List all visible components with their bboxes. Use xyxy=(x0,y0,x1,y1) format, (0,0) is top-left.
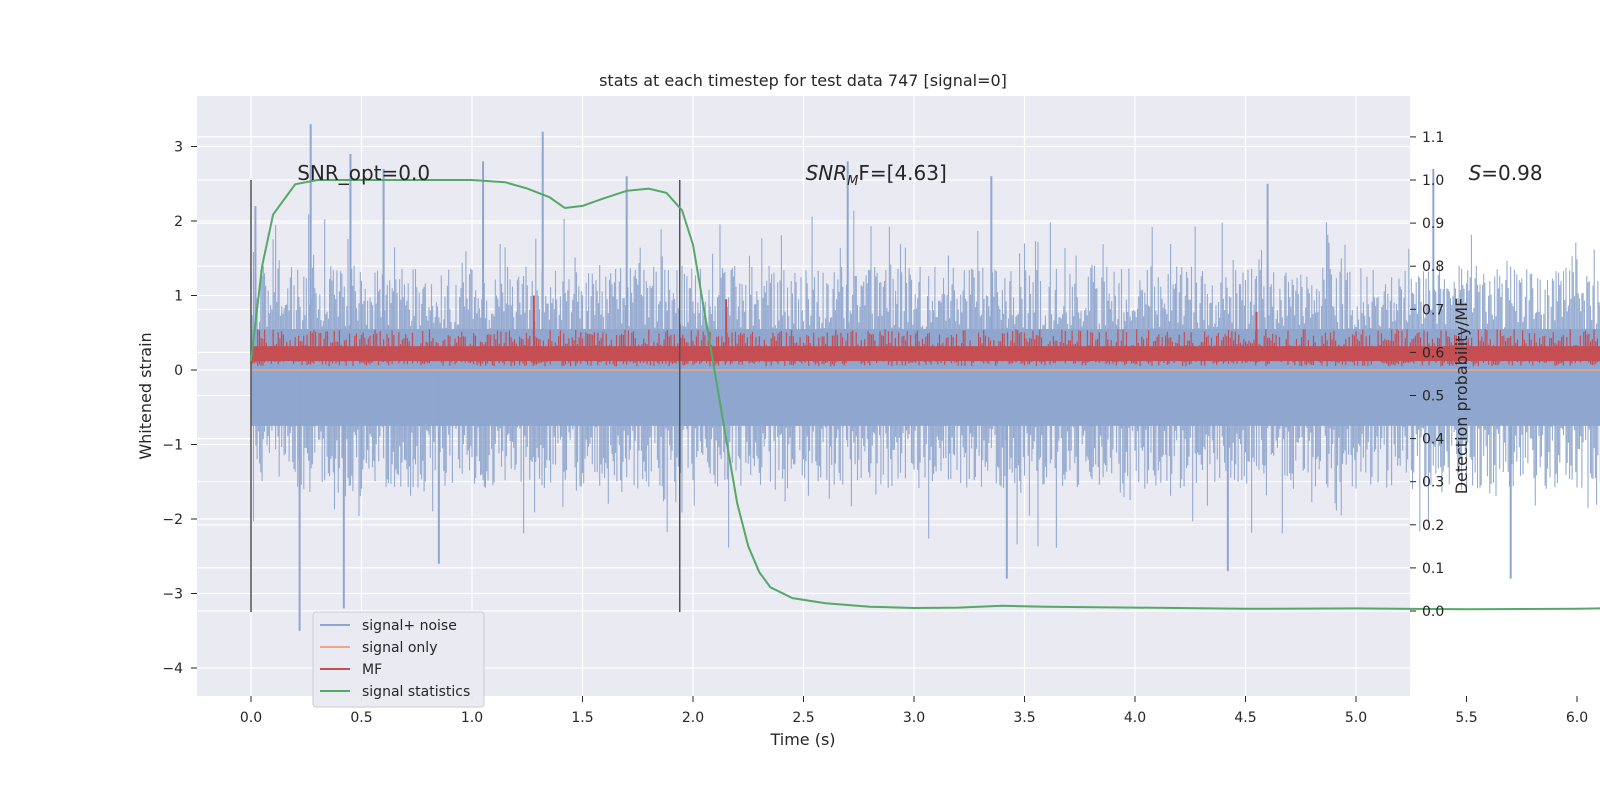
y-right-tick-label: 0.2 xyxy=(1422,518,1444,534)
annotation-s-stat-value: =0.98 xyxy=(1481,161,1542,185)
y-left-tick-label: 1 xyxy=(174,289,183,305)
signal-statistics-line xyxy=(250,179,1600,611)
x-tick-label: 4.5 xyxy=(1234,710,1256,726)
x-tick-label: 3.5 xyxy=(1013,710,1035,726)
annotation-snr-mf-value: F=[4.63] xyxy=(858,161,946,185)
y-right-tick-label: 0.1 xyxy=(1422,561,1444,577)
annotation-snr-mf-subscript: M xyxy=(847,174,858,189)
annotation-snr-mf-main: SNR xyxy=(806,161,848,185)
x-tick-label: 4.0 xyxy=(1124,710,1146,726)
y-left-tick-label: 2 xyxy=(174,214,183,230)
x-tick-label: 1.0 xyxy=(461,710,483,726)
legend-entry: signal only xyxy=(362,640,437,656)
legend-entry: signal+ noise xyxy=(362,618,457,634)
vertical-markers xyxy=(250,180,681,613)
x-tick-label: 0.0 xyxy=(240,710,262,726)
x-tick-label: 3.0 xyxy=(903,710,925,726)
y-right-tick-label: 0.3 xyxy=(1422,475,1444,491)
annotation-snr-mf: SNRMF=[4.63] xyxy=(806,161,947,189)
mf-series xyxy=(250,295,1600,367)
mf-core-band xyxy=(251,346,1600,362)
annotation-snr-opt: SNR_opt=0.0 xyxy=(297,161,430,185)
y-left-tick-label: 3 xyxy=(174,140,183,156)
y-right-tick-label: 0.5 xyxy=(1422,389,1444,405)
y-right-tick-label: 0.7 xyxy=(1422,302,1444,318)
x-tick-label: 1.5 xyxy=(571,710,593,726)
x-tick-label: 2.0 xyxy=(682,710,704,726)
y-left-tick-label: −4 xyxy=(162,661,183,677)
y-axis-right-label: Detection probability/MF xyxy=(1452,298,1471,495)
annotation-s-stat: S=0.98 xyxy=(1469,161,1543,185)
legend-entry: MF xyxy=(362,662,382,678)
y-right-tick-label: 0.6 xyxy=(1422,345,1444,361)
x-tick-label: 0.5 xyxy=(350,710,372,726)
y-axis-left-label: Whitened strain xyxy=(136,332,155,459)
x-tick-label: 5.5 xyxy=(1455,710,1477,726)
legend: signal+ noise signal only MF signal statist… xyxy=(312,611,485,708)
y-left-tick-label: 0 xyxy=(174,363,183,379)
y-right-tick-label: 0.4 xyxy=(1422,432,1444,448)
chart-title: stats at each timestep for test data 747… xyxy=(599,71,1007,90)
legend-entry: signal statistics xyxy=(362,684,470,700)
x-axis-label: Time (s) xyxy=(769,730,835,749)
y-right-tick-label: 0.8 xyxy=(1422,259,1444,275)
legend-box xyxy=(312,611,485,708)
y-left-tick-label: −3 xyxy=(162,587,183,603)
axis-ticks: 0.00.51.01.52.02.53.03.54.04.55.05.56.06… xyxy=(162,130,1588,726)
x-tick-label: 2.5 xyxy=(792,710,814,726)
signal-statistics-series xyxy=(250,179,1600,611)
x-tick-label: 6.0 xyxy=(1566,710,1588,726)
y-right-tick-label: 1.1 xyxy=(1422,130,1444,146)
y-right-tick-label: 0.0 xyxy=(1422,604,1444,620)
x-tick-label: 5.0 xyxy=(1345,710,1367,726)
y-left-tick-label: −1 xyxy=(162,438,183,454)
annotation-s-stat-main: S xyxy=(1469,161,1482,185)
y-right-tick-label: 1.0 xyxy=(1422,173,1444,189)
y-left-tick-label: −2 xyxy=(162,512,183,528)
y-right-tick-label: 0.9 xyxy=(1422,216,1444,232)
